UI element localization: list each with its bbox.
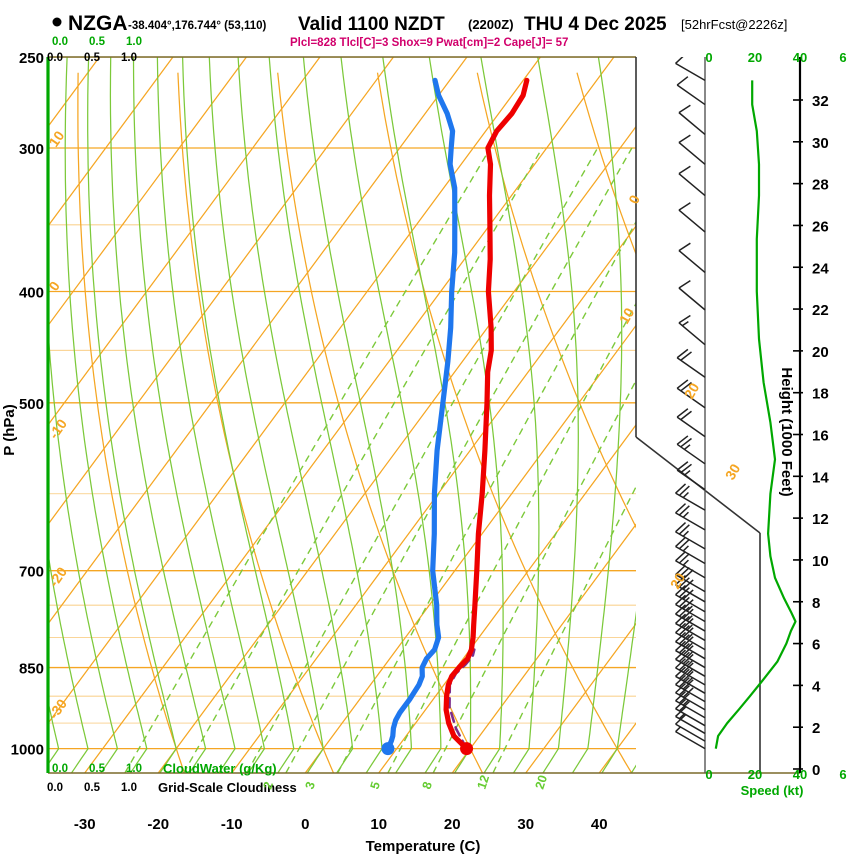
bottom-cloudiness-tick-1: 0.5 bbox=[84, 782, 101, 794]
speed-tick-bot-3: 6 bbox=[839, 767, 846, 782]
height-tick-22: 22 bbox=[812, 302, 829, 319]
height-tick-6: 6 bbox=[812, 637, 820, 654]
top-cloudiness-tick-0: 0.0 bbox=[47, 52, 63, 64]
valid-time: Valid 1100 NZDT bbox=[298, 14, 445, 35]
height-tick-16: 16 bbox=[812, 428, 829, 445]
height-tick-32: 32 bbox=[812, 93, 829, 110]
speed-axis: 0 20 40 6 0 20 40 6 Speed (kt) bbox=[705, 50, 846, 798]
mixing-ratio-label-5: 5 bbox=[368, 780, 383, 791]
pressure-axis-ticks: 250 300 400 500 700 850 1000 bbox=[11, 50, 44, 759]
mixing-ratio-label-2: 2 bbox=[261, 780, 276, 791]
top-cloudiness-tick-1: 0.5 bbox=[84, 52, 101, 64]
bottom-cloudwater-tick-1: 0.5 bbox=[89, 763, 106, 775]
height-tick-10: 10 bbox=[812, 553, 829, 570]
temperature-tick--10: -10 bbox=[221, 816, 243, 833]
pressure-tick-300: 300 bbox=[19, 141, 44, 158]
plot-frame bbox=[46, 56, 800, 774]
speed-tick-bot-2: 40 bbox=[793, 767, 807, 782]
bottom-cloudiness-tick-2: 1.0 bbox=[121, 782, 137, 794]
pressure-tick-400: 400 bbox=[19, 284, 44, 301]
speed-tick-top-0: 0 bbox=[705, 50, 712, 65]
header-bar: NZGA -38.404°,176.744° (53,110) Valid 11… bbox=[52, 12, 787, 49]
sounding-parameters: Plcl=828 Tlcl[C]=3 Shox=9 Pwat[cm]=2 Cap… bbox=[290, 37, 568, 49]
temperature-axis-label: Temperature (C) bbox=[366, 838, 481, 855]
wind-barb-column bbox=[675, 57, 706, 750]
temperature-tick-30: 30 bbox=[517, 816, 534, 833]
speed-tick-bot-1: 20 bbox=[748, 767, 762, 782]
speed-tick-bot-0: 0 bbox=[705, 767, 712, 782]
valid-time-utc: (2200Z) bbox=[468, 17, 514, 32]
bottom-cloudwater-tick-2: 1.0 bbox=[126, 763, 142, 775]
top-cloudwater-tick-0: 0.0 bbox=[52, 36, 68, 48]
height-tick-26: 26 bbox=[812, 218, 829, 235]
height-tick-28: 28 bbox=[812, 177, 829, 194]
dewpoint-profile bbox=[385, 77, 458, 752]
height-tick-2: 2 bbox=[812, 720, 820, 737]
temperature-tick-20: 20 bbox=[444, 816, 461, 833]
height-tick-0: 0 bbox=[812, 762, 820, 779]
bottom-cloudwater-tick-0: 0.0 bbox=[52, 763, 68, 775]
height-tick-8: 8 bbox=[812, 595, 820, 612]
pressure-tick-700: 700 bbox=[19, 564, 44, 581]
height-tick-24: 24 bbox=[812, 260, 829, 277]
top-cloudiness-tick-2: 1.0 bbox=[121, 52, 137, 64]
pressure-tick-1000: 1000 bbox=[11, 742, 44, 759]
pressure-tick-250: 250 bbox=[19, 50, 44, 67]
bottom-scales: 0.0 0.5 1.0 CloudWater (g/Kg) 0.0 0.5 1.… bbox=[47, 761, 297, 795]
height-tick-30: 30 bbox=[812, 135, 829, 152]
pressure-tick-500: 500 bbox=[19, 396, 44, 413]
top-scales: 0.0 0.5 1.0 0.0 0.5 1.0 bbox=[47, 36, 142, 64]
temperature-tick-40: 40 bbox=[591, 816, 608, 833]
dry-adiabat-label-extra-20: 20 bbox=[667, 570, 689, 592]
temperature-tick-10: 10 bbox=[370, 816, 387, 833]
temperature-tick-0: 0 bbox=[301, 816, 309, 833]
wind-speed-profile bbox=[714, 80, 797, 749]
valid-date: THU 4 Dec 2025 bbox=[524, 14, 667, 35]
speed-tick-top-2: 40 bbox=[793, 50, 807, 65]
speed-tick-top-3: 6 bbox=[839, 50, 846, 65]
mixing-ratio-label-12: 12 bbox=[475, 773, 493, 791]
temperature-tick--30: -30 bbox=[74, 816, 96, 833]
speed-tick-top-1: 20 bbox=[748, 50, 762, 65]
height-tick-4: 4 bbox=[812, 678, 821, 695]
mixing-ratio-label-8: 8 bbox=[420, 780, 435, 791]
height-tick-20: 20 bbox=[812, 344, 829, 361]
pressure-tick-850: 850 bbox=[19, 661, 44, 678]
dry-adiabat-label-right-10: 10 bbox=[616, 305, 638, 327]
height-axis-label: Height (1000 Feet) bbox=[778, 367, 795, 496]
station-name: NZGA bbox=[68, 12, 128, 35]
cloudiness-caption: Grid-Scale Cloudiness bbox=[158, 780, 297, 795]
surface-markers bbox=[381, 742, 474, 756]
top-cloudwater-tick-1: 0.5 bbox=[89, 36, 106, 48]
station-coordinates: -38.404°,176.744° (53,110) bbox=[128, 20, 267, 32]
height-tick-14: 14 bbox=[812, 469, 829, 486]
isobar-grid bbox=[48, 57, 636, 750]
dry-adiabat-label-right-30: 30 bbox=[722, 461, 744, 483]
dry-adiabat-label-right-20: 20 bbox=[681, 380, 703, 402]
mixing-ratio-grid bbox=[124, 147, 636, 773]
station-dot-icon bbox=[52, 17, 62, 27]
forecast-lead: [52hrFcst@2226z] bbox=[681, 17, 787, 32]
mixing-ratio-label-20: 20 bbox=[533, 773, 551, 791]
temperature-tick--20: -20 bbox=[147, 816, 169, 833]
height-tick-18: 18 bbox=[812, 386, 829, 403]
top-cloudwater-tick-2: 1.0 bbox=[126, 36, 142, 48]
dry-adiabat-label-right-0: 0 bbox=[625, 192, 643, 206]
cloudwater-caption: CloudWater (g/Kg) bbox=[163, 761, 277, 776]
pressure-axis-label: P (hPa) bbox=[1, 404, 18, 455]
temperature-axis-ticks: -30 -20 -10 0 10 20 30 40 bbox=[74, 816, 608, 833]
mixing-ratio-label-3: 3 bbox=[303, 780, 318, 791]
bottom-cloudiness-tick-0: 0.0 bbox=[47, 782, 63, 794]
speed-axis-label: Speed (kt) bbox=[741, 783, 804, 798]
temperature-profile bbox=[443, 77, 530, 752]
height-tick-12: 12 bbox=[812, 511, 829, 528]
